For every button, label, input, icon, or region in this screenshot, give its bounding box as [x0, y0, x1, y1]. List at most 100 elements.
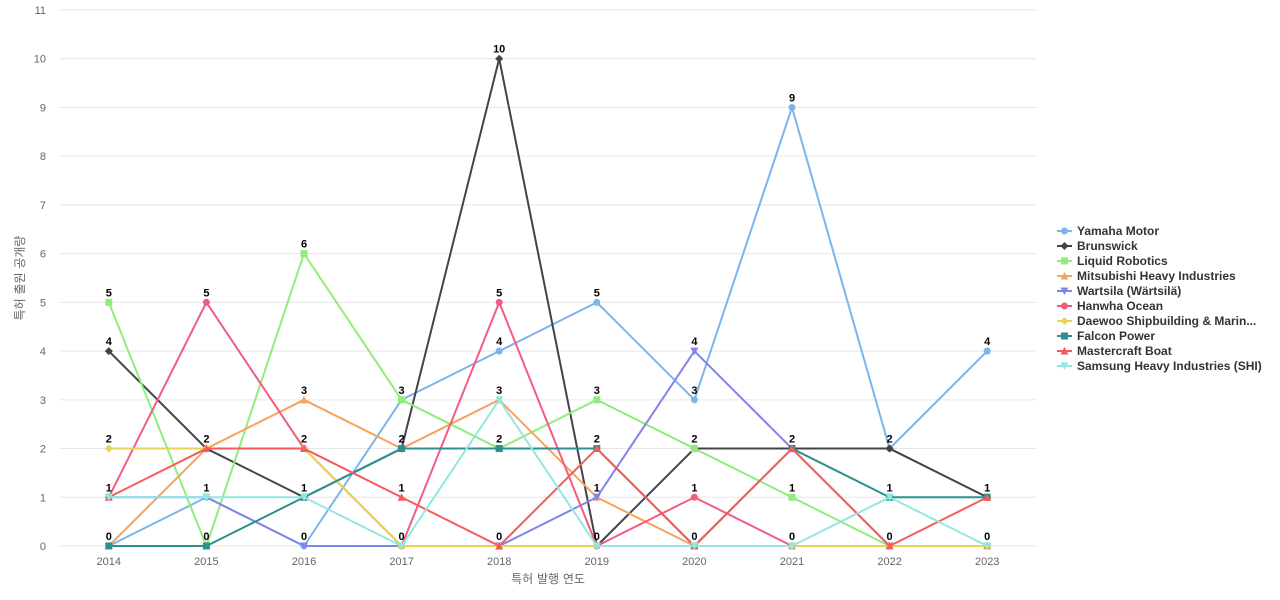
- legend-item[interactable]: Liquid Robotics: [1057, 254, 1168, 268]
- data-point[interactable]: [690, 542, 699, 551]
- data-label: 3: [691, 385, 697, 397]
- data-point[interactable]: [398, 445, 406, 453]
- legend-label: Mitsubishi Heavy Industries: [1077, 269, 1236, 283]
- data-point[interactable]: [202, 444, 211, 453]
- legend-item[interactable]: Samsung Heavy Industries (SHI): [1057, 359, 1262, 373]
- data-point[interactable]: [202, 493, 211, 502]
- data-point[interactable]: [885, 493, 894, 502]
- data-point[interactable]: [885, 542, 894, 550]
- data-point[interactable]: [300, 542, 308, 551]
- x-axis-ticks: 2014 2015 2016 2017 2018 2019 2020 2021 2022 2023: [97, 556, 1000, 568]
- data-point[interactable]: [788, 444, 796, 453]
- data-point[interactable]: [690, 493, 698, 501]
- legend-item[interactable]: Yamaha Motor: [1057, 224, 1159, 238]
- legend-marker-symbol: [1060, 287, 1069, 295]
- data-point[interactable]: [983, 542, 992, 551]
- series-line[interactable]: [107, 398, 989, 547]
- data-point[interactable]: [495, 396, 504, 404]
- y-tick-label: 10: [34, 54, 46, 66]
- data-point[interactable]: [983, 347, 991, 355]
- data-point[interactable]: [690, 347, 699, 356]
- data-label: 1: [691, 482, 697, 494]
- legend-item[interactable]: Hanwha Ocean: [1057, 299, 1163, 313]
- data-point[interactable]: [592, 493, 601, 502]
- x-tick-label: 2017: [389, 556, 413, 568]
- data-point[interactable]: [495, 347, 503, 355]
- legend-marker-symbol: [1061, 227, 1068, 235]
- data-point[interactable]: [104, 444, 113, 453]
- data-label: 3: [399, 385, 405, 397]
- data-label: 2: [301, 434, 307, 446]
- data-label: 1: [594, 482, 600, 494]
- data-point[interactable]: [104, 493, 113, 502]
- legend-label: Samsung Heavy Industries (SHI): [1077, 359, 1262, 373]
- data-point[interactable]: [593, 396, 601, 404]
- legend-item[interactable]: Falcon Power: [1057, 329, 1155, 343]
- data-label: 0: [203, 531, 209, 543]
- data-point[interactable]: [788, 103, 796, 111]
- data-label: 3: [496, 385, 502, 397]
- series-line[interactable]: [107, 57, 989, 547]
- data-point[interactable]: [788, 493, 796, 501]
- data-label: 0: [301, 531, 307, 543]
- y-tick-label: 3: [40, 395, 46, 407]
- data-point[interactable]: [300, 493, 308, 502]
- data-label: 0: [887, 531, 893, 543]
- series-group: [104, 396, 992, 551]
- data-label: 2: [594, 434, 600, 446]
- data-label: 4: [984, 336, 991, 348]
- data-point[interactable]: [983, 493, 992, 501]
- legend-item[interactable]: Daewoo Shipbuilding & Marin...: [1057, 314, 1256, 328]
- data-point[interactable]: [690, 396, 698, 404]
- data-point[interactable]: [202, 298, 210, 306]
- data-point[interactable]: [690, 445, 698, 453]
- data-point[interactable]: [397, 542, 406, 551]
- data-point[interactable]: [105, 298, 113, 306]
- legend-label: Mastercraft Boat: [1077, 344, 1172, 358]
- x-tick-label: 2018: [487, 556, 511, 568]
- data-point[interactable]: [398, 396, 406, 404]
- data-label: 2: [887, 434, 893, 446]
- y-tick-label: 4: [40, 346, 46, 358]
- legend-item[interactable]: Brunswick: [1057, 239, 1138, 253]
- x-tick-label: 2022: [877, 556, 901, 568]
- data-label: 5: [106, 287, 112, 299]
- data-point[interactable]: [592, 444, 601, 453]
- data-label: 1: [887, 482, 893, 494]
- legend-item[interactable]: Mitsubishi Heavy Industries: [1057, 269, 1236, 283]
- data-point[interactable]: [592, 542, 601, 551]
- data-point[interactable]: [788, 542, 796, 551]
- data-point[interactable]: [105, 542, 113, 550]
- data-label: 1: [984, 482, 990, 494]
- data-point[interactable]: [495, 54, 504, 63]
- data-label: 1: [301, 482, 307, 494]
- legend-marker-symbol: [1060, 272, 1069, 280]
- legend-item[interactable]: Mastercraft Boat: [1057, 344, 1172, 358]
- data-label: 0: [496, 531, 502, 543]
- data-label: 2: [106, 434, 112, 446]
- legend-label: Daewoo Shipbuilding & Marin...: [1077, 314, 1256, 328]
- data-point[interactable]: [495, 445, 503, 453]
- data-point[interactable]: [202, 542, 210, 550]
- data-label: 3: [594, 385, 600, 397]
- data-point[interactable]: [300, 395, 308, 404]
- data-point[interactable]: [885, 444, 894, 453]
- legend-label: Hanwha Ocean: [1077, 299, 1163, 313]
- series-line[interactable]: [107, 447, 989, 547]
- data-point[interactable]: [495, 298, 503, 306]
- data-point[interactable]: [397, 493, 406, 501]
- series-line[interactable]: [107, 301, 989, 547]
- data-label: 1: [203, 482, 209, 494]
- data-point[interactable]: [593, 298, 601, 306]
- data-label: 4: [496, 336, 503, 348]
- data-point[interactable]: [300, 444, 308, 453]
- data-point[interactable]: [300, 250, 308, 258]
- data-point[interactable]: [495, 542, 504, 550]
- legend-label: Brunswick: [1077, 239, 1138, 253]
- data-label: 0: [399, 531, 405, 543]
- legend-item[interactable]: Wartsila (Wärtsilä): [1057, 284, 1181, 298]
- data-label: 1: [399, 482, 405, 494]
- data-point[interactable]: [104, 347, 113, 356]
- series-line[interactable]: [107, 447, 989, 547]
